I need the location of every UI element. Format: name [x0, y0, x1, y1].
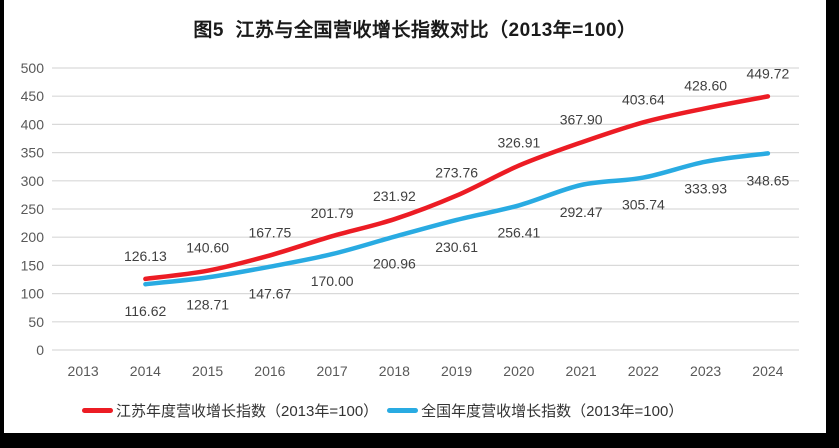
data-label-series-1: 128.71 [186, 296, 229, 312]
y-tick-label: 350 [21, 145, 45, 161]
x-tick-label: 2013 [68, 363, 99, 379]
y-tick-label: 150 [21, 257, 45, 273]
data-label-series-0: 231.92 [373, 188, 416, 204]
data-label-series-1: 116.62 [124, 303, 166, 319]
x-tick-label: 2017 [317, 363, 348, 379]
x-tick-label: 2023 [690, 363, 721, 379]
y-tick-label: 300 [21, 173, 45, 189]
y-tick-label: 50 [28, 314, 44, 330]
data-label-series-0: 140.60 [186, 240, 229, 256]
data-label-series-1: 305.74 [622, 197, 665, 213]
data-label-series-1: 200.96 [373, 256, 416, 272]
data-label-series-1: 333.93 [684, 181, 727, 197]
data-label-series-0: 449.72 [746, 65, 789, 81]
y-tick-label: 500 [21, 60, 45, 76]
data-label-series-0: 167.75 [248, 224, 291, 240]
series-line-0 [143, 94, 771, 282]
data-label-series-1: 230.61 [435, 239, 478, 255]
data-label-series-1: 170.00 [311, 273, 354, 289]
legend-label-jiangsu: 江苏年度营收增长指数（2013年=100） [116, 403, 379, 420]
x-tick-label: 2018 [379, 363, 410, 379]
chart-title: 图5 江苏与全国营收增长指数对比（2013年=100） [193, 20, 637, 41]
legend-swatch-jiangsu-icon [82, 408, 113, 413]
x-tick-label: 2021 [566, 363, 597, 379]
data-label-series-1: 292.47 [560, 204, 603, 220]
x-tick-label: 2024 [752, 363, 783, 379]
data-label-series-1: 147.67 [248, 286, 291, 302]
legend-label-national: 全国年度营收增长指数（2013年=100） [421, 403, 684, 420]
legend-item-jiangsu: 江苏年度营收增长指数（2013年=100） [82, 400, 378, 421]
y-tick-label: 450 [21, 88, 45, 104]
data-label-series-0: 403.64 [622, 91, 665, 107]
data-label-series-1: 256.41 [497, 224, 540, 240]
data-label-series-0: 273.76 [435, 165, 478, 181]
y-tick-label: 400 [21, 116, 45, 132]
y-tick-label: 200 [21, 229, 45, 245]
y-tick-label: 0 [36, 342, 44, 358]
x-tick-label: 2014 [130, 363, 161, 379]
x-tick-label: 2016 [254, 363, 285, 379]
x-tick-label: 2022 [628, 363, 659, 379]
data-label-series-0: 126.13 [124, 248, 167, 264]
legend-swatch-national-icon [387, 408, 419, 413]
x-tick-label: 2019 [441, 363, 472, 379]
legend: 江苏年度营收增长指数（2013年=100） 全国年度营收增长指数（2013年=1… [82, 400, 683, 421]
x-tick-label: 2015 [192, 363, 223, 379]
legend-item-national: 全国年度营收增长指数（2013年=100） [387, 400, 683, 421]
data-label-series-0: 428.60 [684, 77, 727, 93]
data-label-series-0: 367.90 [560, 112, 603, 128]
data-label-series-0: 326.91 [497, 135, 540, 151]
data-label-series-1: 348.65 [746, 172, 789, 188]
chart-background [4, 0, 826, 433]
x-tick-label: 2020 [503, 363, 534, 379]
series-line-1 [143, 151, 771, 287]
y-tick-label: 100 [21, 286, 45, 302]
y-tick-label: 250 [21, 201, 45, 217]
data-label-series-0: 201.79 [311, 205, 354, 221]
